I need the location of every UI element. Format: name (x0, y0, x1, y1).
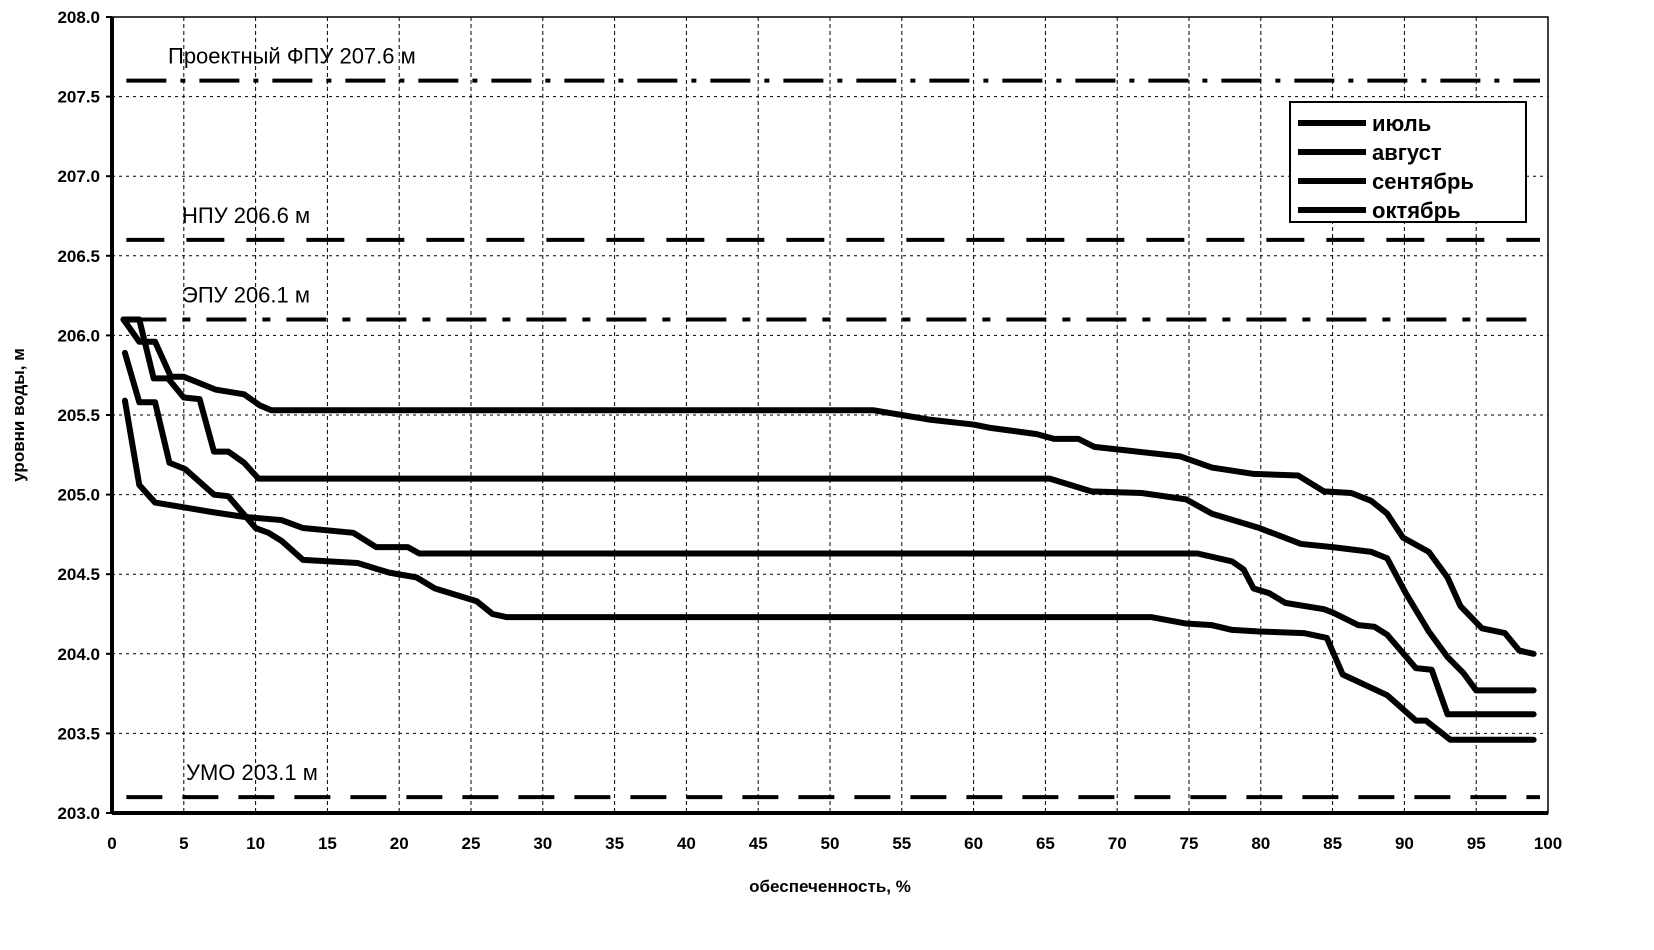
x-tick-label: 100 (1534, 834, 1562, 853)
x-tick-label: 40 (677, 834, 696, 853)
x-tick-label: 80 (1251, 834, 1270, 853)
legend: июль август сентябрь октябрь (1289, 101, 1527, 223)
series-line-июль (120, 316, 1537, 657)
legend-label: июль (1372, 111, 1431, 136)
x-tick-label: 45 (749, 834, 768, 853)
y-tick-label: 205.5 (57, 406, 100, 425)
reference-line-label: ЭПУ 206.1 м (182, 282, 310, 307)
reference-line-label: УМО 203.1 м (186, 760, 318, 785)
legend-label: сентябрь (1372, 169, 1474, 194)
x-tick-label: 55 (892, 834, 911, 853)
y-tick-label: 205.0 (57, 486, 100, 505)
x-axis-label: обеспеченность, % (749, 877, 911, 896)
series-line-сентябрь (121, 397, 1537, 718)
x-tick-label: 35 (605, 834, 624, 853)
y-tick-label: 207.5 (57, 88, 100, 107)
y-tick-labels: 203.0 203.5 204.0 204.5 205.0 205.5 206.0 206.5… (57, 8, 100, 823)
y-tick-label: 208.0 (57, 8, 100, 27)
y-tick-label: 207.0 (57, 167, 100, 186)
y-tick-label: 204.5 (57, 565, 100, 584)
x-tick-label: 30 (533, 834, 552, 853)
reference-line-label: Проектный ФПУ 207.6 м (168, 44, 416, 69)
y-tick-label: 206.0 (57, 326, 100, 345)
legend-label: октябрь (1372, 198, 1461, 223)
series-line-август (120, 316, 1537, 694)
x-tick-label: 0 (107, 834, 116, 853)
x-tick-labels: 0 5 10 15 20 25 30 35 40 45 50 55 60 65 70 75 80 85 90 95 10… (107, 834, 1562, 853)
x-tick-label: 75 (1180, 834, 1199, 853)
x-tick-label: 20 (390, 834, 409, 853)
y-tick-label: 203.5 (57, 724, 100, 743)
reference-lines: Проектный ФПУ 207.6 м НПУ 206.6 м ЭПУ 206.… (126, 44, 1540, 800)
x-tick-label: 85 (1323, 834, 1342, 853)
x-tick-label: 25 (462, 834, 481, 853)
x-tick-label: 5 (179, 834, 188, 853)
y-axis-label: уровни воды, м (9, 348, 28, 482)
x-tick-label: 60 (964, 834, 983, 853)
reference-line-label: НПУ 206.6 м (182, 203, 310, 228)
x-tick-label: 10 (246, 834, 265, 853)
y-tick-label: 204.0 (57, 645, 100, 664)
x-tick-label: 65 (1036, 834, 1055, 853)
x-tick-label: 50 (821, 834, 840, 853)
y-tick-label: 203.0 (57, 804, 100, 823)
x-tick-label: 70 (1108, 834, 1127, 853)
x-tick-label: 90 (1395, 834, 1414, 853)
legend-label: август (1372, 140, 1442, 165)
y-tick-label: 206.5 (57, 247, 100, 266)
grid (106, 16, 1548, 814)
series-line-октябрь (121, 349, 1537, 743)
series-lines (120, 316, 1537, 743)
x-tick-label: 95 (1467, 834, 1486, 853)
x-tick-label: 15 (318, 834, 337, 853)
